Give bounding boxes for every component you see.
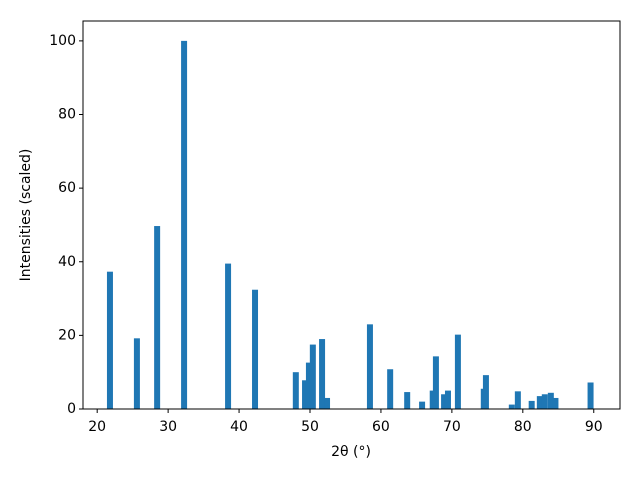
bar: [366, 324, 373, 409]
bar: [292, 372, 299, 409]
y-tick-label: 20: [58, 327, 76, 343]
bar: [181, 40, 188, 409]
bar: [514, 391, 521, 409]
bar: [302, 380, 309, 409]
bar: [528, 400, 535, 409]
bar: [305, 362, 312, 409]
x-tick-label: 20: [88, 419, 106, 435]
x-tick-label: 80: [514, 419, 532, 435]
bar: [419, 401, 426, 409]
bar: [387, 369, 394, 409]
bar: [319, 339, 326, 409]
plot-frame: [82, 20, 621, 410]
bar: [508, 404, 515, 409]
x-tick-label: 60: [372, 419, 390, 435]
y-tick-label: 80: [58, 107, 76, 123]
x-tick-label: 70: [443, 419, 461, 435]
bar: [536, 396, 543, 409]
x-tick-label: 30: [159, 419, 177, 435]
x-tick-label: 90: [585, 419, 603, 435]
y-tick-label: 40: [58, 254, 76, 270]
bar: [454, 334, 461, 409]
bar: [587, 382, 594, 409]
bar: [547, 392, 554, 409]
y-tick-label: 60: [58, 180, 76, 196]
x-tick-label: 50: [301, 419, 319, 435]
bar: [552, 397, 559, 409]
bar: [432, 356, 439, 409]
bar: [482, 375, 489, 409]
bar: [404, 392, 411, 409]
bar: [133, 338, 140, 409]
y-tick-label: 100: [49, 33, 76, 49]
bar: [252, 289, 259, 409]
bar: [444, 390, 451, 409]
bar: [309, 344, 316, 409]
bar: [154, 226, 161, 409]
x-tick-label: 40: [230, 419, 248, 435]
bar: [324, 397, 331, 409]
y-axis-label: Intensities (scaled): [18, 149, 34, 282]
bar: [225, 263, 232, 409]
bar: [441, 394, 448, 409]
x-axis-label: 2θ (°): [331, 444, 371, 460]
y-tick-label: 0: [67, 401, 76, 417]
bar: [429, 390, 436, 409]
bar: [106, 271, 113, 409]
bar: [541, 394, 548, 409]
